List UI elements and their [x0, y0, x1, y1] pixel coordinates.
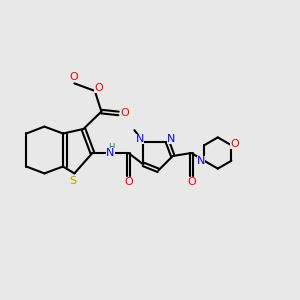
Text: N: N — [167, 134, 175, 144]
Text: O: O — [94, 83, 103, 93]
Text: O: O — [230, 139, 239, 149]
Text: N: N — [106, 148, 115, 158]
Text: O: O — [124, 177, 134, 187]
Text: O: O — [69, 72, 78, 82]
Text: N: N — [197, 156, 206, 167]
Text: O: O — [188, 177, 196, 187]
Text: H: H — [108, 142, 115, 152]
Text: O: O — [120, 108, 129, 118]
Text: S: S — [70, 176, 77, 186]
Text: N: N — [136, 134, 144, 144]
